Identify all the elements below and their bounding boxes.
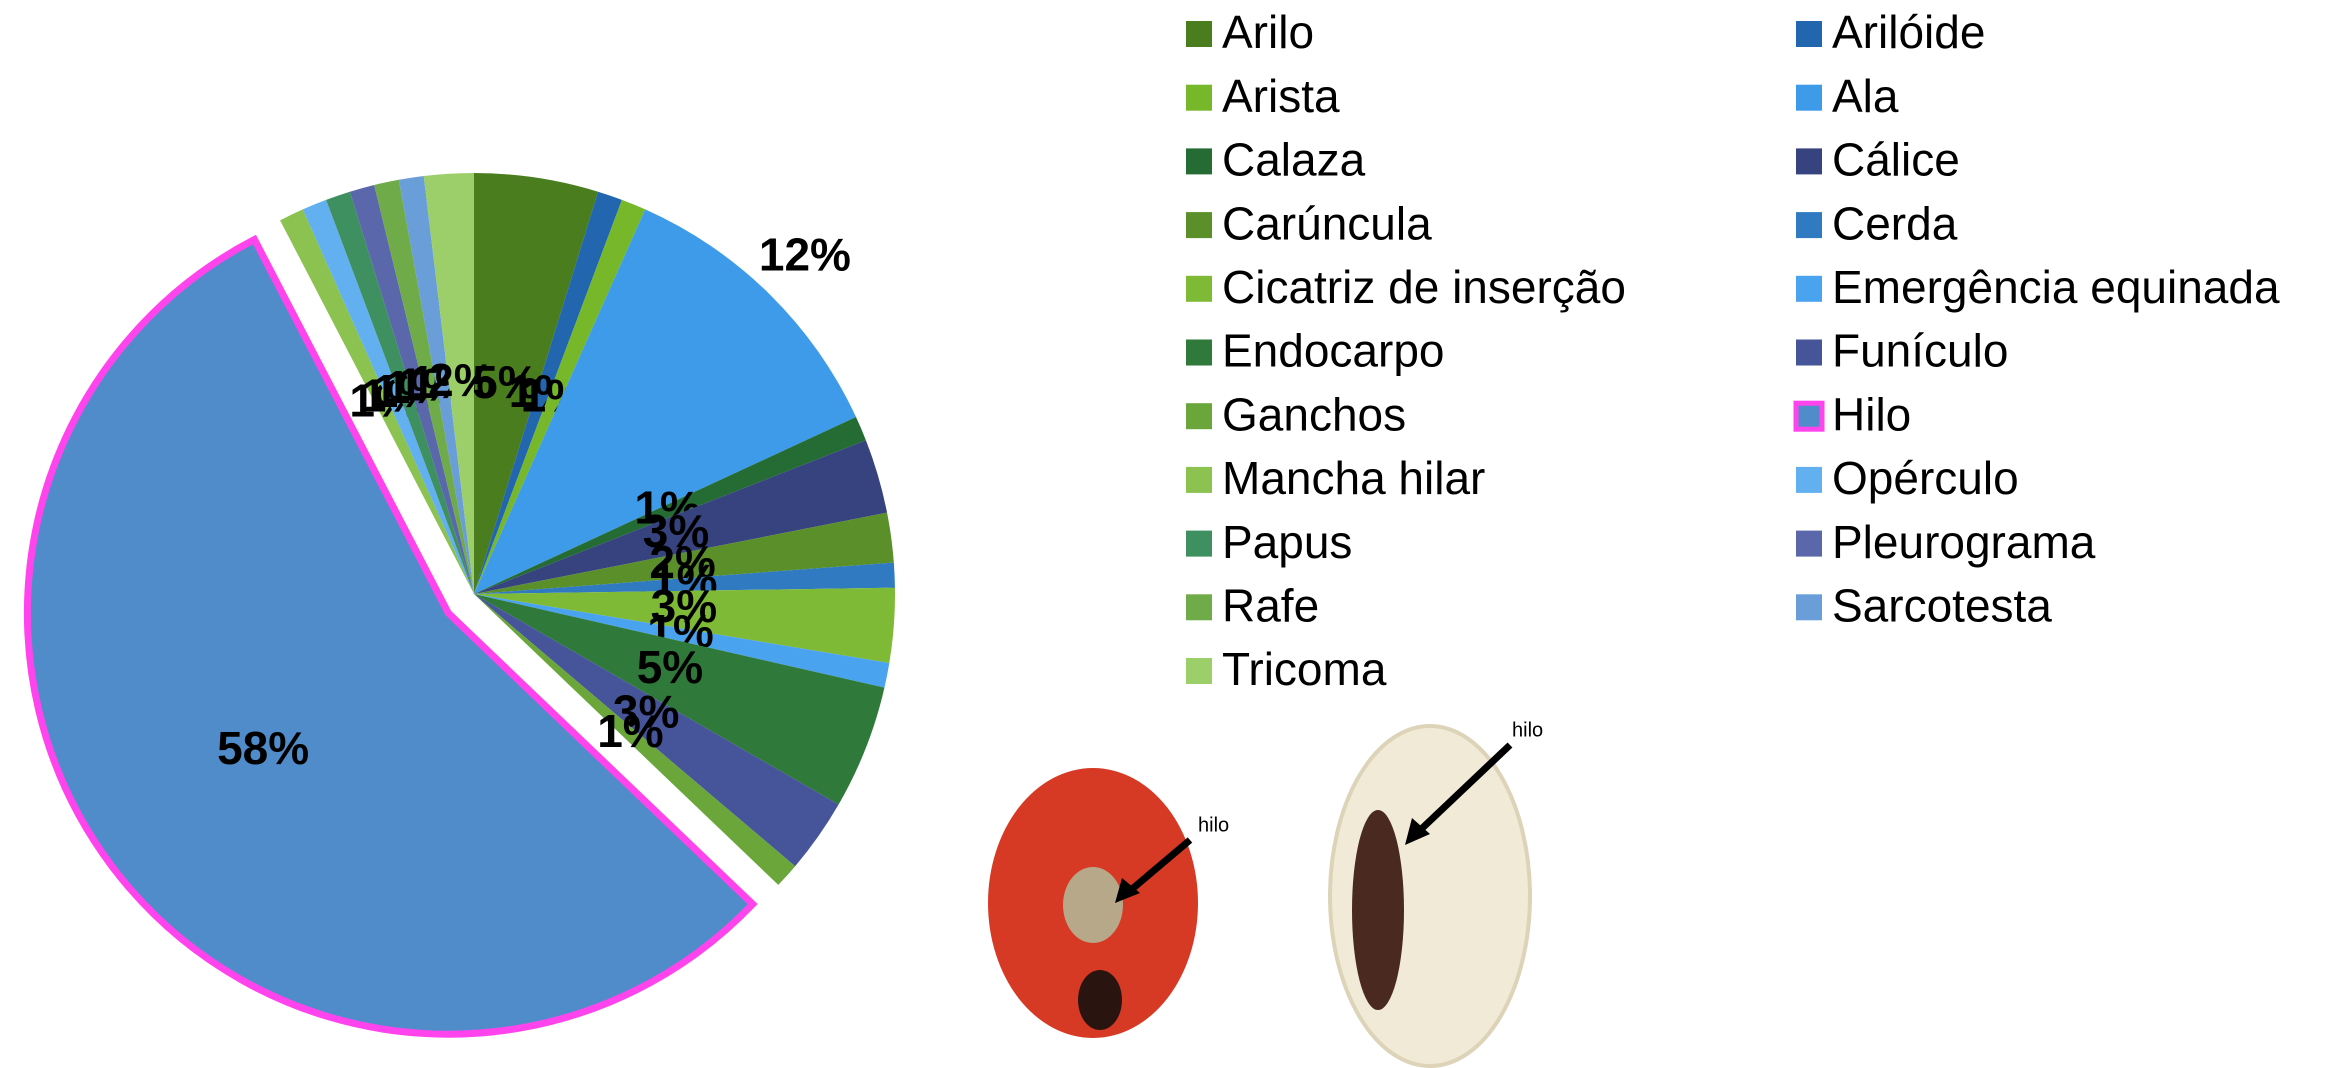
legend-swatch — [1186, 339, 1212, 366]
pie-slice — [398, 176, 474, 594]
slice-label: 12% — [759, 228, 851, 280]
pie-slice — [474, 440, 888, 594]
pie-slice — [474, 191, 622, 594]
legend-swatch — [1186, 21, 1212, 47]
legend-swatch — [1186, 403, 1212, 430]
slice-label: 5% — [472, 356, 538, 408]
slice-label: 5% — [637, 641, 703, 693]
legend-label: Ala — [1832, 70, 1899, 122]
legend-label: Cálice — [1832, 134, 1960, 186]
legend-label: Cicatriz de inserção — [1222, 261, 1626, 313]
pie-slice — [23, 234, 758, 1038]
pie-slice — [474, 594, 839, 867]
legend-label: Sarcotesta — [1832, 579, 2052, 631]
slice-label: 58% — [217, 722, 309, 774]
legend-swatch — [1186, 594, 1212, 621]
legend-swatch — [1186, 658, 1212, 684]
legend-label: Ganchos — [1222, 388, 1406, 440]
pie-slice — [474, 562, 895, 594]
legend-label: Funículo — [1832, 325, 2008, 377]
legend-label: Cerda — [1832, 197, 1958, 249]
legend-swatch — [1796, 21, 1822, 47]
slice-label: 1% — [597, 705, 663, 757]
photo-label: hilo — [1198, 814, 1229, 836]
legend-label: Endocarpo — [1222, 325, 1445, 377]
pie-slice — [474, 417, 866, 594]
legend-swatch — [1186, 84, 1212, 111]
slice-label: 2% — [428, 354, 494, 406]
legend-label: Mancha hilar — [1222, 452, 1485, 504]
legend-label: Papus — [1222, 516, 1352, 568]
legend-swatch — [1186, 212, 1212, 239]
legend-label: Arilóide — [1832, 6, 1985, 58]
legend-swatch — [1186, 530, 1212, 557]
legend-swatch — [1796, 594, 1822, 621]
legend-label: Calaza — [1222, 134, 1366, 186]
pie-slice — [474, 594, 885, 805]
pie-slice — [423, 173, 474, 594]
legend-label: Arista — [1222, 70, 1340, 122]
legend-swatch — [1186, 275, 1212, 302]
slice-label: 3% — [651, 580, 717, 632]
pie-slice — [474, 209, 856, 594]
legend-swatch — [1796, 84, 1822, 111]
seed-photos: hilo hilo — [988, 719, 1543, 1068]
pie-slice — [280, 209, 474, 594]
legend-swatch — [1796, 339, 1822, 366]
legend-swatch — [1793, 400, 1825, 432]
red-seed-hilum — [1063, 867, 1123, 943]
slice-label: 3% — [643, 505, 709, 557]
legend-swatch — [1186, 148, 1212, 175]
pie-slice — [326, 191, 474, 594]
legend-swatch — [1796, 212, 1822, 239]
arrow-head — [1405, 818, 1430, 845]
legend-label: Hilo — [1832, 388, 1911, 440]
pie-slice — [474, 512, 894, 594]
legend-swatch — [1796, 466, 1822, 493]
pie-slice — [474, 594, 796, 885]
legend-swatch — [1796, 148, 1822, 175]
legend-swatch — [1186, 466, 1212, 493]
photo-label: hilo — [1512, 719, 1543, 741]
legend-label: Arilo — [1222, 6, 1314, 58]
white-seed-hilum — [1352, 810, 1404, 1010]
pie-slice — [474, 173, 599, 594]
pie-slice — [474, 199, 646, 594]
pie-slice — [474, 594, 890, 688]
legend-label: Emergência equinada — [1832, 261, 2280, 313]
arrow — [1122, 837, 1193, 898]
red-seed-spot — [1078, 970, 1122, 1030]
arrow-head — [1115, 878, 1140, 903]
legend-label: Carúncula — [1222, 197, 1432, 249]
pie-slice — [302, 199, 474, 594]
legend-label: Pleurograma — [1832, 516, 2096, 568]
pie-slice — [374, 179, 474, 595]
arrow — [1412, 742, 1513, 838]
pie-slice — [349, 185, 474, 595]
legend-label: Opérculo — [1832, 452, 2019, 504]
legend-label: Rafe — [1222, 579, 1319, 631]
legend-swatch — [1796, 275, 1822, 302]
legend-swatch — [1796, 530, 1822, 557]
pie-slice — [474, 587, 895, 663]
legend-label: Tricoma — [1222, 643, 1387, 695]
